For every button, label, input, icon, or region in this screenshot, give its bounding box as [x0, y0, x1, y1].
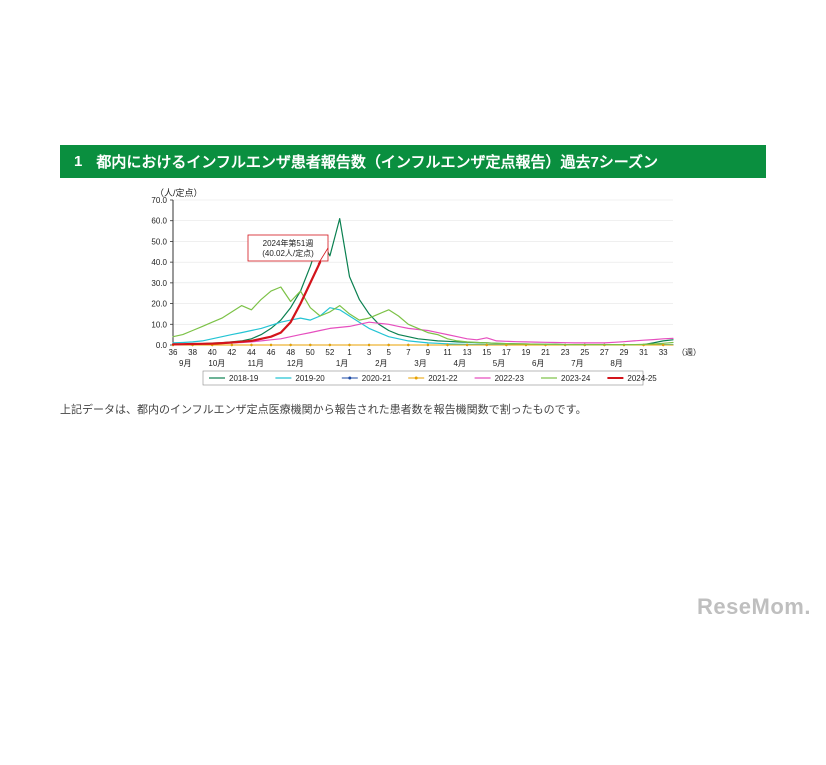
svg-text:23: 23: [561, 348, 570, 357]
influenza-line-chart: 0.010.020.030.040.050.060.070.0（人/定点）363…: [113, 185, 713, 395]
svg-text:31: 31: [639, 348, 648, 357]
svg-text:17: 17: [502, 348, 511, 357]
svg-text:2019-20: 2019-20: [295, 374, 325, 383]
svg-text:(40.02人/定点): (40.02人/定点): [262, 248, 314, 258]
svg-text:48: 48: [286, 348, 295, 357]
svg-text:50: 50: [306, 348, 315, 357]
svg-text:50.0: 50.0: [151, 237, 167, 246]
section-number: 1: [74, 153, 82, 170]
watermark-part1: Rese: [697, 594, 752, 619]
svg-text:1月: 1月: [336, 359, 348, 368]
chart-container: 0.010.020.030.040.050.060.070.0（人/定点）363…: [60, 183, 766, 395]
svg-text:40: 40: [208, 348, 217, 357]
watermark-part2: Mom: [752, 594, 805, 619]
svg-text:2024-25: 2024-25: [627, 374, 657, 383]
svg-text:（週）: （週）: [677, 348, 701, 357]
svg-text:29: 29: [620, 348, 629, 357]
svg-text:0.0: 0.0: [156, 341, 168, 350]
svg-text:11: 11: [443, 348, 452, 357]
section-header-band: 1 都内におけるインフルエンザ患者報告数（インフルエンザ定点報告）過去7シーズン: [60, 145, 766, 178]
svg-text:60.0: 60.0: [151, 217, 167, 226]
svg-text:2023-24: 2023-24: [561, 374, 591, 383]
svg-text:33: 33: [659, 348, 668, 357]
svg-text:2024年第51週: 2024年第51週: [263, 238, 314, 248]
svg-text:4月: 4月: [454, 359, 466, 368]
svg-text:2022-23: 2022-23: [495, 374, 525, 383]
svg-text:10月: 10月: [208, 359, 225, 368]
svg-text:7: 7: [406, 348, 411, 357]
svg-text:36: 36: [169, 348, 178, 357]
svg-text:7月: 7月: [571, 359, 583, 368]
svg-text:20.0: 20.0: [151, 300, 167, 309]
svg-text:5月: 5月: [493, 359, 505, 368]
svg-text:9: 9: [426, 348, 431, 357]
svg-text:30.0: 30.0: [151, 279, 167, 288]
svg-text:11月: 11月: [248, 359, 264, 368]
svg-text:9月: 9月: [179, 359, 191, 368]
svg-text:40.0: 40.0: [151, 258, 167, 267]
svg-text:12月: 12月: [287, 359, 304, 368]
svg-text:13: 13: [463, 348, 472, 357]
watermark-logo: ReseMom.: [697, 594, 811, 620]
watermark-suffix: .: [804, 594, 811, 619]
svg-text:2018-19: 2018-19: [229, 374, 259, 383]
svg-text:2021-22: 2021-22: [428, 374, 458, 383]
svg-text:10.0: 10.0: [151, 320, 167, 329]
svg-text:3月: 3月: [414, 359, 426, 368]
svg-text:2月: 2月: [375, 359, 387, 368]
svg-text:21: 21: [541, 348, 550, 357]
svg-text:3: 3: [367, 348, 372, 357]
svg-text:52: 52: [325, 348, 334, 357]
svg-text:6月: 6月: [532, 359, 544, 368]
section-title: 都内におけるインフルエンザ患者報告数（インフルエンザ定点報告）過去7シーズン: [96, 151, 658, 172]
svg-text:8月: 8月: [610, 359, 622, 368]
svg-text:46: 46: [267, 348, 276, 357]
svg-text:27: 27: [600, 348, 609, 357]
svg-text:2020-21: 2020-21: [362, 374, 392, 383]
svg-text:5: 5: [386, 348, 391, 357]
chart-footnote: 上記データは、都内のインフルエンザ定点医療機関から報告された患者数を報告機関数で…: [60, 401, 766, 417]
svg-text:19: 19: [521, 348, 530, 357]
svg-text:（人/定点）: （人/定点）: [155, 187, 203, 198]
svg-text:1: 1: [347, 348, 352, 357]
svg-text:25: 25: [580, 348, 589, 357]
svg-text:44: 44: [247, 348, 256, 357]
svg-text:15: 15: [482, 348, 491, 357]
svg-text:38: 38: [188, 348, 197, 357]
svg-text:42: 42: [227, 348, 236, 357]
